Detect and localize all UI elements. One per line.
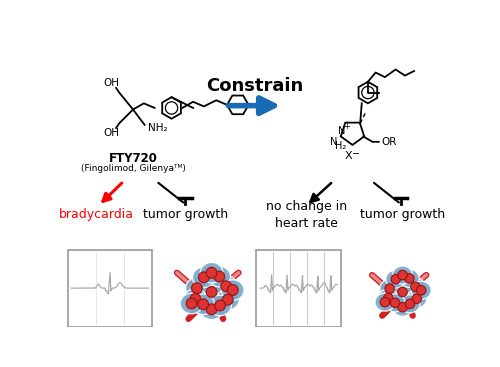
Text: OR: OR bbox=[381, 137, 396, 147]
Text: FTY720: FTY720 bbox=[108, 152, 158, 164]
Text: tumor growth: tumor growth bbox=[143, 208, 228, 221]
Ellipse shape bbox=[375, 293, 395, 311]
Ellipse shape bbox=[385, 294, 405, 312]
Ellipse shape bbox=[378, 289, 398, 307]
Circle shape bbox=[214, 271, 224, 282]
Ellipse shape bbox=[392, 283, 412, 301]
Ellipse shape bbox=[208, 295, 232, 316]
Text: NH₂: NH₂ bbox=[148, 123, 168, 133]
Circle shape bbox=[410, 282, 420, 292]
Circle shape bbox=[228, 285, 238, 295]
Ellipse shape bbox=[392, 298, 412, 316]
Ellipse shape bbox=[200, 299, 223, 320]
Ellipse shape bbox=[406, 278, 425, 296]
Circle shape bbox=[380, 297, 390, 307]
Text: bradycardia: bradycardia bbox=[58, 208, 134, 221]
Ellipse shape bbox=[208, 266, 231, 287]
Text: N: N bbox=[338, 126, 345, 136]
Text: no change in
heart rate: no change in heart rate bbox=[266, 200, 347, 230]
Text: H₂: H₂ bbox=[334, 141, 346, 152]
Text: X: X bbox=[345, 151, 352, 161]
Circle shape bbox=[404, 274, 414, 283]
Ellipse shape bbox=[216, 290, 239, 310]
Circle shape bbox=[186, 298, 197, 309]
Circle shape bbox=[206, 287, 217, 297]
Ellipse shape bbox=[192, 267, 215, 288]
Circle shape bbox=[222, 294, 233, 305]
Ellipse shape bbox=[222, 280, 244, 300]
Text: −: − bbox=[352, 149, 360, 159]
Circle shape bbox=[398, 302, 407, 312]
Circle shape bbox=[390, 298, 400, 308]
Circle shape bbox=[190, 294, 201, 304]
Text: OH: OH bbox=[104, 128, 120, 138]
Circle shape bbox=[198, 272, 209, 283]
Circle shape bbox=[384, 293, 393, 303]
Ellipse shape bbox=[186, 278, 208, 298]
Circle shape bbox=[192, 283, 202, 294]
Text: Constrain: Constrain bbox=[206, 77, 304, 95]
Circle shape bbox=[398, 287, 407, 297]
Text: +: + bbox=[343, 122, 350, 131]
Circle shape bbox=[214, 300, 226, 311]
Bar bbox=[68, 250, 152, 327]
Circle shape bbox=[198, 299, 208, 310]
Circle shape bbox=[385, 284, 394, 293]
Ellipse shape bbox=[180, 293, 203, 314]
Circle shape bbox=[398, 270, 407, 280]
Ellipse shape bbox=[192, 294, 214, 315]
Circle shape bbox=[221, 281, 232, 292]
Ellipse shape bbox=[411, 281, 431, 299]
Ellipse shape bbox=[380, 280, 400, 298]
Ellipse shape bbox=[200, 262, 223, 283]
Ellipse shape bbox=[407, 290, 426, 308]
Ellipse shape bbox=[392, 266, 412, 284]
Bar bbox=[256, 250, 341, 327]
Ellipse shape bbox=[184, 289, 206, 309]
Text: N: N bbox=[330, 137, 338, 147]
Circle shape bbox=[206, 267, 217, 278]
Ellipse shape bbox=[215, 276, 238, 297]
Circle shape bbox=[406, 299, 414, 309]
Ellipse shape bbox=[400, 295, 420, 313]
Circle shape bbox=[206, 304, 217, 315]
Circle shape bbox=[391, 275, 400, 284]
Ellipse shape bbox=[400, 269, 419, 287]
Ellipse shape bbox=[386, 270, 406, 288]
Text: OH: OH bbox=[104, 77, 120, 88]
Circle shape bbox=[412, 294, 422, 304]
Ellipse shape bbox=[200, 282, 223, 302]
Text: tumor growth: tumor growth bbox=[360, 208, 445, 221]
Text: (Fingolimod, Gilenyaᵀᴹ): (Fingolimod, Gilenyaᵀᴹ) bbox=[80, 164, 186, 172]
Circle shape bbox=[416, 286, 426, 295]
